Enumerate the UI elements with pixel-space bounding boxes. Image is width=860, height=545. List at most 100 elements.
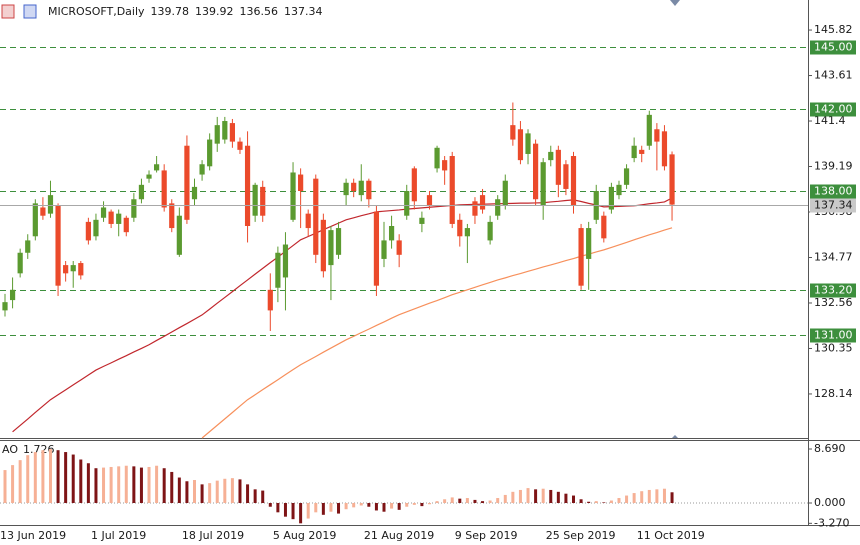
candle-body [631, 145, 637, 159]
icon [23, 4, 37, 19]
price-label: 137.34 [814, 199, 853, 212]
ao-bar [481, 501, 485, 504]
candle-body [381, 240, 387, 259]
candle-body [207, 139, 213, 167]
moving-average [12, 197, 673, 433]
ao-bar [473, 499, 477, 504]
ao-bar [541, 488, 545, 504]
indicator-name: AO [2, 443, 18, 456]
candle-body [449, 156, 455, 224]
ao-bar [238, 479, 242, 504]
ao-bar [139, 467, 143, 504]
ao-bar [223, 478, 227, 504]
y-tick-label: 8.690 [814, 442, 846, 455]
candle-body [17, 252, 23, 274]
ao-bar [200, 484, 204, 504]
ao-bar [556, 491, 560, 504]
candle-body [411, 168, 417, 202]
ao-bar [291, 503, 295, 520]
candle-body [404, 191, 410, 216]
candle-body [601, 215, 607, 239]
ao-bar [390, 503, 394, 509]
ao-bar [397, 503, 401, 510]
ao-bar [124, 465, 128, 504]
ao-bar [405, 503, 409, 507]
candle-body [388, 225, 395, 241]
y-tick-label: 139.19 [814, 160, 853, 173]
chart-icons [1, 4, 37, 19]
ao-bar [321, 503, 325, 515]
ao-bar [283, 503, 287, 517]
ao-bar [564, 493, 568, 504]
candle-body [396, 240, 402, 255]
candle-body [229, 123, 235, 142]
x-tick-label: 18 Jul 2019 [182, 529, 244, 542]
y-tick-label: -3.270 [814, 516, 849, 529]
x-tick-label: 25 Sep 2019 [546, 529, 616, 542]
candle-body [661, 131, 668, 167]
ao-bar [579, 499, 583, 504]
moving-average [201, 227, 673, 439]
candle-body [358, 180, 364, 196]
candle-body [442, 160, 448, 171]
candle-body [533, 143, 539, 200]
low-value: 136.56 [240, 5, 279, 18]
candle-body [131, 199, 137, 218]
ao-bar [420, 503, 424, 507]
candle-body [298, 174, 304, 192]
candle-body [199, 164, 205, 175]
ao-bar [109, 466, 113, 504]
candle-body [70, 265, 76, 272]
candle-body [252, 184, 258, 216]
candle-body [176, 215, 182, 255]
y-tick-label: 130.35 [814, 341, 853, 354]
ao-bar [33, 452, 37, 504]
candle-body [9, 289, 16, 301]
shift-marker [672, 435, 678, 438]
candle-body [623, 168, 630, 185]
candle-body [472, 201, 478, 216]
candle-body [487, 221, 493, 241]
ao-bar [230, 478, 234, 504]
level-label: 131.00 [814, 329, 853, 342]
candle-body [191, 186, 198, 200]
candle-body [138, 184, 145, 200]
candle-body [85, 221, 91, 241]
candle-body [116, 213, 122, 224]
candle-body [214, 125, 220, 144]
ao-bar [11, 465, 15, 504]
candle-body [335, 228, 342, 255]
candle-body [154, 164, 160, 171]
ao-bar [374, 503, 378, 511]
ao-bar [314, 503, 318, 513]
ao-bar [86, 463, 90, 504]
candle-body [184, 145, 190, 220]
ao-bar [594, 501, 598, 504]
ao-bar [79, 459, 83, 504]
ao-bar [450, 497, 454, 504]
candle-body [457, 219, 463, 237]
level-label-box [810, 328, 856, 343]
ao-bar [359, 503, 363, 506]
ao-bar [48, 449, 52, 504]
candle-body [267, 289, 273, 311]
ao-bar [526, 488, 530, 504]
ao-bar [367, 503, 371, 507]
candle-body [563, 164, 569, 189]
candle-body [525, 133, 531, 154]
ao-bar [155, 465, 159, 504]
ao-bar [496, 498, 500, 504]
candle-body [654, 129, 660, 142]
level-label-box [810, 40, 856, 55]
ao-bar [71, 454, 75, 504]
x-tick-label: 11 Oct 2019 [637, 529, 705, 542]
ao-bar [443, 499, 447, 504]
ao-bar [458, 498, 462, 504]
candle-body [93, 219, 99, 237]
candle-body [305, 213, 311, 229]
ao-bar [549, 489, 553, 504]
ao-bar [647, 489, 651, 504]
candle-body [540, 162, 546, 206]
ao-bar [632, 493, 636, 504]
